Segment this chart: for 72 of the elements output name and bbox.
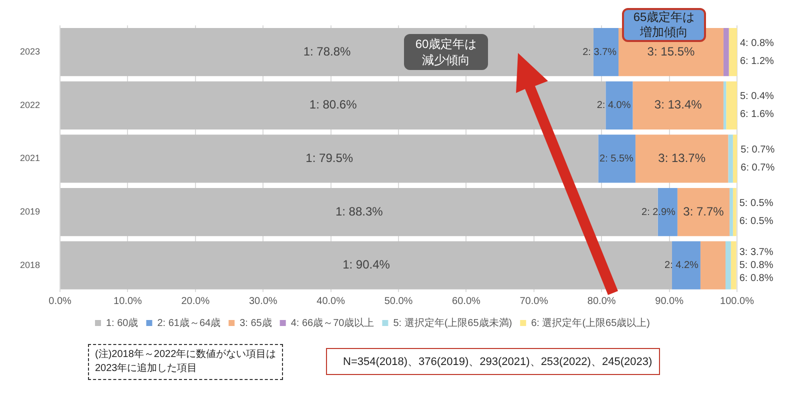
bar xyxy=(732,188,736,236)
bar xyxy=(60,134,598,183)
data-label: 1: 88.3% xyxy=(335,204,384,218)
bar xyxy=(728,134,733,183)
legend-label: 3: 65歳 xyxy=(240,316,272,329)
data-label: 6: 0.7% xyxy=(740,162,775,174)
x-tick-label: 50.0% xyxy=(384,296,413,307)
data-label: 6: 0.8% xyxy=(739,273,774,284)
bar xyxy=(730,241,736,290)
x-tick-label: 20.0% xyxy=(181,296,210,307)
data-label: 1: 79.5% xyxy=(306,151,354,166)
data-label: 5: 0.8% xyxy=(739,260,774,272)
bar xyxy=(632,81,724,130)
data-label: 3: 13.4% xyxy=(654,98,702,112)
bar xyxy=(672,241,700,290)
data-label: 3: 7.7% xyxy=(683,204,724,218)
legend-label: 6: 選択定年(上限65歳以上) xyxy=(531,316,650,329)
data-label: 2: 4.2% xyxy=(664,260,699,272)
bar xyxy=(728,28,737,76)
data-label: 2: 3.7% xyxy=(582,46,617,58)
bar xyxy=(725,241,731,290)
y-tick-label: 2019 xyxy=(20,206,40,217)
data-label: 6: 0.5% xyxy=(739,216,774,227)
bar xyxy=(606,81,633,130)
data-label: 3: 15.5% xyxy=(647,44,696,58)
y-tick-label: 2018 xyxy=(20,260,40,270)
bar xyxy=(700,241,726,290)
bar xyxy=(635,134,728,183)
bar xyxy=(723,28,729,76)
x-tick-label: 0.0% xyxy=(48,296,72,307)
y-tick-label: 2022 xyxy=(20,100,40,110)
data-label: 3: 3.7% xyxy=(739,247,774,258)
data-label: 6: 1.2% xyxy=(740,56,774,67)
annotation: 60歳定年は減少傾向 xyxy=(404,34,488,70)
legend-label: 1: 60歳 xyxy=(106,316,138,329)
bar xyxy=(598,134,636,183)
data-label: 5: 0.5% xyxy=(739,198,774,209)
bar xyxy=(593,28,619,76)
legend-label: 2: 61歳～64歳 xyxy=(157,316,221,329)
data-label: 2: 5.5% xyxy=(600,153,634,164)
x-tick-label: 40.0% xyxy=(316,296,346,307)
bar xyxy=(726,81,737,130)
x-tick-label: 10.0% xyxy=(114,296,142,307)
data-label: 1: 90.4% xyxy=(342,258,390,272)
data-label: 3: 13.7% xyxy=(658,151,706,166)
data-label: 2: 4.0% xyxy=(596,100,631,112)
y-tick-label: 2023 xyxy=(20,46,40,57)
data-label: 4: 0.8% xyxy=(740,38,774,49)
x-tick-label: 80.0% xyxy=(587,296,616,307)
legend-label: 4: 66歳～70歳以上 xyxy=(290,316,374,329)
data-label: 1: 80.6% xyxy=(309,98,358,112)
data-label: 6: 1.6% xyxy=(740,109,774,120)
bar xyxy=(723,81,726,130)
y-tick-label: 2021 xyxy=(20,153,40,164)
text: N=354(2018)、376(2019)、293(2021)、253(2022)、245(2023) xyxy=(326,348,660,375)
x-tick-label: 70.0% xyxy=(520,296,548,307)
bar xyxy=(730,188,733,236)
bar xyxy=(732,134,737,183)
data-label: 5: 0.4% xyxy=(740,91,774,102)
x-tick-label: 100.0% xyxy=(720,296,754,307)
x-tick-label: 90.0% xyxy=(655,296,684,307)
data-label: 1: 78.8% xyxy=(303,44,352,58)
legend-label: 5: 選択定年(上限65歳未満) xyxy=(393,316,512,329)
bar xyxy=(677,188,730,236)
data-label: 5: 0.7% xyxy=(740,144,775,156)
annotation: 65歳定年は増加傾向 xyxy=(622,8,706,42)
x-tick-label: 30.0% xyxy=(248,296,278,307)
bar xyxy=(60,241,672,290)
text: (注)2018年～2022年に数値がない項目は 2023年に追加した項目 xyxy=(88,344,284,380)
bar xyxy=(60,81,606,130)
data-label: 2: 2.9% xyxy=(642,206,676,218)
x-tick-label: 60.0% xyxy=(452,296,480,307)
